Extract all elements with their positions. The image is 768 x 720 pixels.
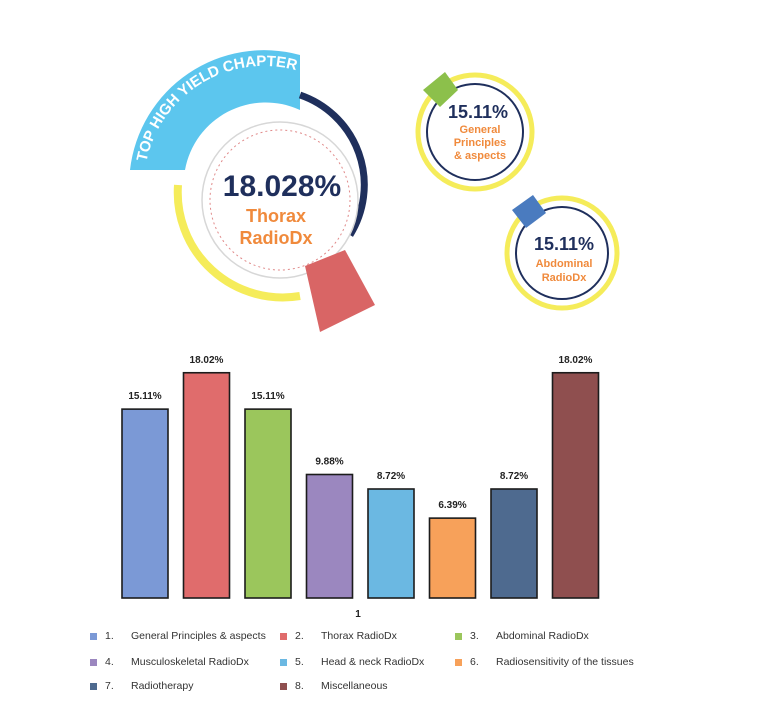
bar-value-label-8: 18.02% bbox=[559, 355, 593, 366]
bar-value-label-5: 8.72% bbox=[377, 471, 405, 482]
yellow-ring-arc bbox=[173, 184, 301, 302]
legend-swatch bbox=[90, 682, 97, 690]
legend-item-6: 6. Radiosensitivity of the tissues bbox=[455, 656, 634, 668]
main-label-line2: RadioDx bbox=[239, 228, 312, 248]
red-wedge bbox=[305, 250, 375, 332]
legend-number: 5. bbox=[295, 656, 304, 668]
bar-value-label-7: 8.72% bbox=[500, 471, 528, 482]
main-percent: 18.028% bbox=[223, 170, 341, 203]
bars-group: 15.11% 18.02% 15.11% 9.88% 8.72% 6.39% 8.72% 18… bbox=[121, 355, 600, 599]
badge1-circle-inner bbox=[426, 83, 524, 181]
legend-item-1: 1. General Principles & aspects bbox=[90, 630, 266, 642]
legend-item-3: 3. Abdominal RadioDx bbox=[455, 630, 589, 642]
bar-1 bbox=[121, 408, 169, 599]
legend-number: 6. bbox=[470, 656, 479, 668]
bar-value-label-3: 15.11% bbox=[251, 391, 284, 402]
top-infographic: TOP HIGH YIELD CHAPTER 18.028% Thorax Ra… bbox=[130, 50, 620, 332]
navy-ring-arc bbox=[298, 91, 368, 237]
legend-swatch bbox=[280, 682, 287, 690]
banner-ribbon bbox=[130, 50, 300, 170]
legend-item-4: 4. Musculoskeletal RadioDx bbox=[90, 656, 249, 668]
badge2-line2: RadioDx bbox=[542, 272, 588, 284]
bar-value-label-2: 18.02% bbox=[190, 355, 224, 366]
legend-number: 1. bbox=[105, 630, 114, 642]
legend-item-2: 2. Thorax RadioDx bbox=[280, 630, 397, 642]
main-circle bbox=[201, 121, 359, 279]
legend-number: 7. bbox=[105, 680, 114, 692]
bar-8 bbox=[551, 371, 600, 599]
legend-label: Thorax RadioDx bbox=[321, 630, 397, 642]
legend-item-7: 7. Radiotherapy bbox=[90, 680, 193, 692]
legend-label: Musculoskeletal RadioDx bbox=[131, 656, 249, 668]
badge2-blue-tab bbox=[512, 195, 546, 228]
bar-5 bbox=[367, 488, 415, 599]
bar-value-label-1: 15.11% bbox=[128, 391, 161, 402]
badge1-green-tab bbox=[423, 72, 458, 107]
x-axis-label: 1 bbox=[355, 609, 361, 620]
legend-item-5: 5. Head & neck RadioDx bbox=[280, 656, 424, 668]
bar-3 bbox=[244, 408, 292, 599]
legend-number: 2. bbox=[295, 630, 304, 642]
bar-chart: 15.11% 18.02% 15.11% 9.88% 8.72% 6.39% 8.72% 18… bbox=[121, 355, 600, 620]
legend-label: General Principles & aspects bbox=[131, 630, 266, 642]
bar-7 bbox=[490, 488, 538, 599]
legend-label: Miscellaneous bbox=[321, 680, 388, 692]
badge1-percent: 15.11% bbox=[448, 102, 508, 122]
legend-swatch bbox=[90, 632, 97, 640]
legend-number: 3. bbox=[470, 630, 479, 642]
legend: 1. General Principles & aspects 2. Thorax R… bbox=[90, 630, 690, 702]
legend-label: Abdominal RadioDx bbox=[496, 630, 589, 642]
legend-swatch bbox=[280, 658, 287, 666]
legend-label: Radiosensitivity of the tissues bbox=[496, 656, 634, 668]
legend-swatch bbox=[280, 632, 287, 640]
legend-item-8: 8. Miscellaneous bbox=[280, 680, 388, 692]
bar-value-label-4: 9.88% bbox=[315, 457, 343, 468]
badge1-line2: Principles bbox=[454, 137, 507, 149]
bar-2 bbox=[182, 371, 231, 599]
main-label-line1: Thorax bbox=[246, 206, 306, 226]
bar-value-label-6: 6.39% bbox=[438, 500, 466, 511]
badge1-line3: & aspects bbox=[454, 150, 506, 162]
main-circle-dots bbox=[209, 129, 351, 271]
badge2-circle-inner bbox=[515, 206, 609, 300]
badge2-line1: Abdominal bbox=[536, 258, 593, 270]
badge2-percent: 15.11% bbox=[534, 234, 594, 254]
legend-number: 8. bbox=[295, 680, 304, 692]
legend-label: Head & neck RadioDx bbox=[321, 656, 425, 668]
bar-6 bbox=[428, 517, 477, 599]
legend-number: 4. bbox=[105, 656, 114, 668]
legend-label: Radiotherapy bbox=[131, 680, 194, 692]
legend-swatch bbox=[90, 658, 97, 666]
badge1-line1: General bbox=[460, 124, 501, 136]
legend-swatch bbox=[455, 632, 462, 640]
bar-4 bbox=[305, 473, 354, 599]
legend-swatch bbox=[455, 658, 462, 666]
